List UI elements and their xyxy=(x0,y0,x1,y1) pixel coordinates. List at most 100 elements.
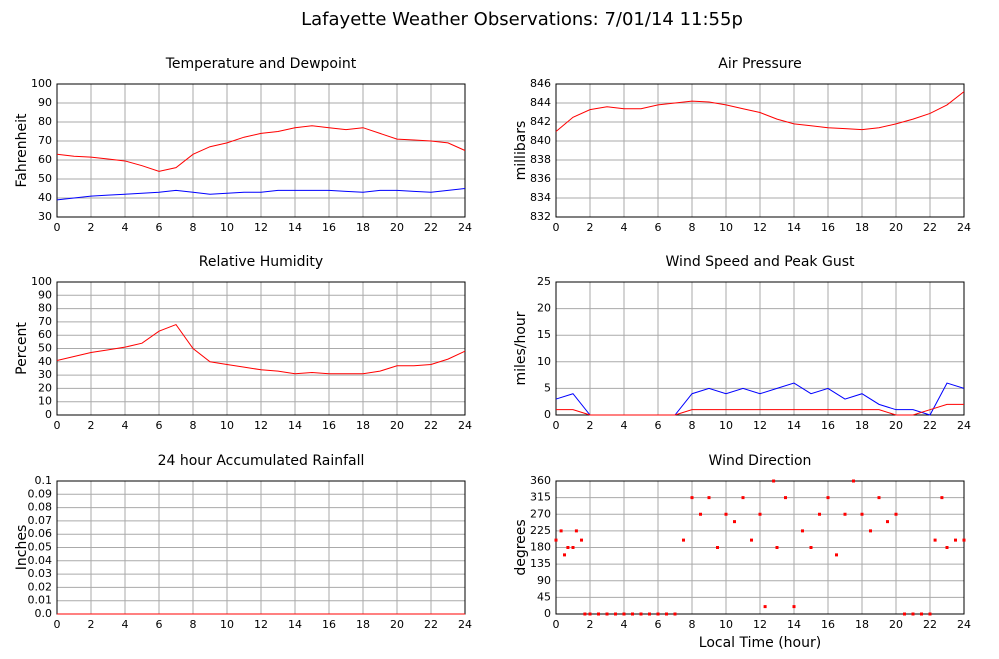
data-point xyxy=(622,612,626,616)
x-tick-label: 0 xyxy=(54,221,61,234)
data-point xyxy=(860,512,864,516)
y-tick-label: 45 xyxy=(537,590,551,603)
x-tick-label: 8 xyxy=(190,221,197,234)
x-tick-label: 2 xyxy=(88,618,95,631)
x-tick-label: 4 xyxy=(621,419,628,432)
y-tick-label: 0 xyxy=(544,408,551,421)
data-point xyxy=(940,496,944,500)
x-tick-label: 16 xyxy=(821,419,835,432)
data-point xyxy=(835,553,838,557)
x-tick-label: 2 xyxy=(88,419,95,432)
data-point xyxy=(566,546,570,549)
data-point xyxy=(886,520,889,524)
x-tick-label: 12 xyxy=(254,221,268,234)
x-tick-label: 10 xyxy=(220,618,234,631)
y-tick-label: 90 xyxy=(38,96,52,109)
data-point xyxy=(826,496,830,500)
y-tick-label: 50 xyxy=(38,172,52,185)
data-line xyxy=(56,125,466,172)
data-point xyxy=(574,529,578,533)
x-tick-label: 14 xyxy=(787,618,801,631)
data-point xyxy=(583,612,587,616)
data-point xyxy=(801,529,804,533)
x-tick-label: 14 xyxy=(288,419,302,432)
x-tick-label: 20 xyxy=(390,419,404,432)
panel-title: Wind Direction xyxy=(709,453,812,469)
data-point xyxy=(597,612,600,616)
data-point xyxy=(733,520,736,524)
plot-frame xyxy=(555,281,965,416)
y-tick-label: 0 xyxy=(544,607,551,620)
page-title: Lafayette Weather Observations: 7/01/14 … xyxy=(301,9,743,30)
y-tick-label: 80 xyxy=(38,115,52,128)
x-tick-label: 8 xyxy=(689,419,696,432)
data-point xyxy=(571,546,575,549)
x-tick-label: 24 xyxy=(957,419,971,432)
data-point xyxy=(877,496,881,500)
x-tick-label: 24 xyxy=(458,221,472,234)
x-tick-label: 2 xyxy=(587,221,594,234)
x-tick-label: 24 xyxy=(458,618,472,631)
y-tick-label: 80 xyxy=(38,302,52,315)
y-tick-label: 25 xyxy=(537,275,551,288)
y-tick-label: 180 xyxy=(530,541,551,554)
data-point xyxy=(724,512,728,516)
x-tick-label: 16 xyxy=(821,221,835,234)
y-tick-label: 0.02 xyxy=(28,580,53,593)
x-tick-label: 24 xyxy=(458,419,472,432)
data-point xyxy=(818,512,821,516)
data-point xyxy=(954,538,957,542)
x-tick-label: 0 xyxy=(54,419,61,432)
y-tick-label: 90 xyxy=(537,574,551,587)
data-point xyxy=(690,496,694,500)
y-tick-label: 15 xyxy=(537,328,551,341)
x-tick-label: 4 xyxy=(621,221,628,234)
y-tick-label: 270 xyxy=(530,507,551,520)
x-tick-label: 8 xyxy=(190,618,197,631)
data-point xyxy=(920,612,923,616)
y-tick-label: 20 xyxy=(537,302,551,315)
y-axis-label: miles/hour xyxy=(513,311,529,385)
data-point xyxy=(639,612,643,616)
x-tick-label: 22 xyxy=(424,618,438,631)
data-line xyxy=(56,323,466,375)
x-tick-label: 18 xyxy=(855,419,869,432)
panel-title: Air Pressure xyxy=(718,56,801,72)
data-point xyxy=(648,612,651,616)
y-tick-label: 0.1 xyxy=(35,474,53,487)
x-tick-label: 6 xyxy=(655,221,662,234)
data-point xyxy=(580,538,583,542)
x-tick-label: 0 xyxy=(553,618,560,631)
x-tick-label: 10 xyxy=(220,419,234,432)
y-tick-label: 10 xyxy=(537,355,551,368)
y-tick-label: 0.09 xyxy=(28,487,53,500)
y-tick-label: 70 xyxy=(38,134,52,147)
data-point xyxy=(772,479,776,483)
data-point xyxy=(665,612,668,616)
data-point xyxy=(775,546,779,549)
y-tick-label: 5 xyxy=(544,381,551,394)
y-tick-label: 30 xyxy=(38,210,52,223)
x-tick-label: 24 xyxy=(957,618,971,631)
panel-title: Relative Humidity xyxy=(199,254,323,270)
x-tick-label: 0 xyxy=(54,618,61,631)
y-axis-label: degrees xyxy=(513,519,529,575)
data-point xyxy=(716,546,719,549)
y-tick-label: 836 xyxy=(530,172,551,185)
data-point xyxy=(933,538,937,542)
x-tick-label: 22 xyxy=(923,618,937,631)
y-tick-label: 30 xyxy=(38,368,52,381)
data-point xyxy=(605,612,609,616)
x-tick-label: 16 xyxy=(821,618,835,631)
y-tick-label: 0.03 xyxy=(28,567,53,580)
x-tick-label: 12 xyxy=(753,618,767,631)
x-tick-label: 22 xyxy=(424,419,438,432)
data-point xyxy=(962,538,966,542)
x-tick-label: 20 xyxy=(390,618,404,631)
y-tick-label: 60 xyxy=(38,328,52,341)
x-tick-label: 22 xyxy=(923,221,937,234)
x-tick-label: 22 xyxy=(923,419,937,432)
y-tick-label: 834 xyxy=(530,191,551,204)
y-tick-label: 0 xyxy=(45,408,52,421)
